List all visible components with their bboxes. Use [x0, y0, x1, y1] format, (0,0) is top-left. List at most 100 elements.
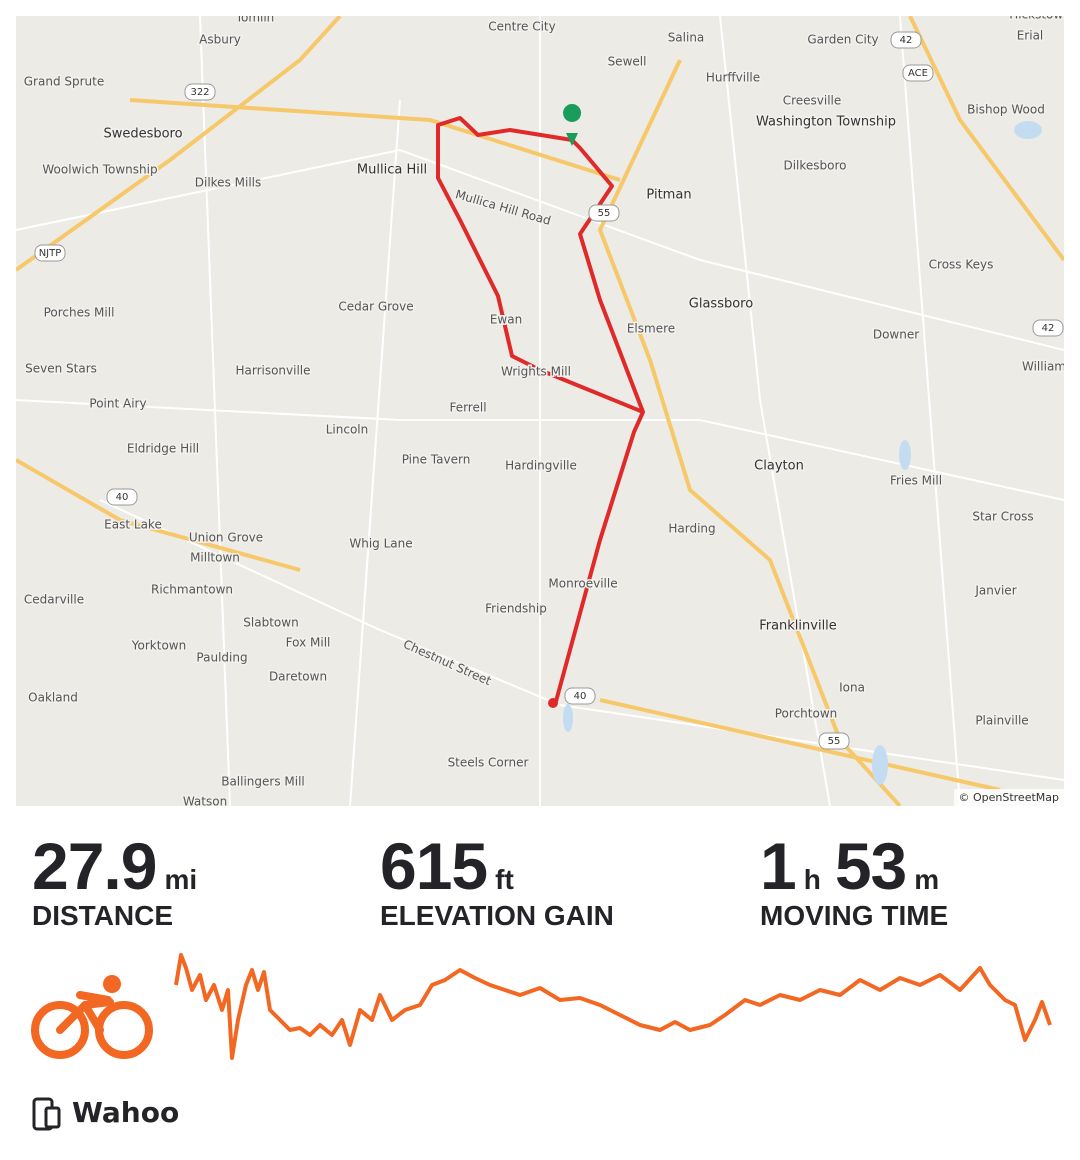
shield-bg	[34, 244, 66, 262]
map-label: Pitman	[646, 188, 691, 203]
map-label: Ferrell	[449, 401, 486, 415]
map-label: Sewell	[608, 55, 647, 69]
stat-elevation: 615 ft ELEVATION GAIN	[380, 828, 614, 932]
shield-label: 55	[598, 208, 611, 219]
map-label: Dilkes Mills	[195, 176, 262, 190]
map-label: Franklinville	[759, 619, 837, 634]
road-shield: 40	[564, 687, 596, 705]
map-label: Ewan	[490, 313, 522, 327]
map-label: Plainville	[975, 714, 1028, 728]
map-label: Monroeville	[548, 577, 617, 591]
shield-bg	[588, 204, 620, 222]
map-label: Porchtown	[775, 707, 838, 721]
map-label: Seven Stars	[25, 362, 97, 376]
map-label: Janvier	[974, 584, 1016, 598]
map-label: Cedarville	[24, 593, 84, 607]
road-shield: 55	[818, 732, 850, 750]
stat-value: 615	[380, 829, 488, 903]
map-label: Washington Township	[756, 115, 896, 130]
map-label: Friendship	[485, 602, 547, 616]
map-label: Ballingers Mill	[221, 775, 305, 789]
map-label: Porches Mill	[44, 306, 115, 320]
stat-distance: 27.9 mi DISTANCE	[32, 828, 211, 932]
map-label: Mullica Hill	[357, 163, 427, 178]
map-label: Asbury	[199, 33, 241, 47]
map-label: Iona	[839, 681, 865, 695]
shield-label: 322	[190, 87, 209, 98]
start-marker	[563, 104, 582, 146]
ride-icon	[31, 975, 153, 1059]
map-label: Clayton	[754, 459, 804, 474]
shield-label: ACE	[908, 68, 928, 79]
shield-bg	[818, 732, 850, 750]
roads	[16, 16, 1064, 806]
road-shield: 40	[106, 488, 138, 506]
map-label: Elsmere	[627, 322, 675, 336]
shield-label: NJTP	[39, 248, 62, 259]
shield-label: 42	[1042, 323, 1055, 334]
map-label: Hardingville	[505, 459, 577, 473]
map-label: Watson	[183, 795, 227, 809]
map-label: Glassboro	[689, 297, 753, 312]
map-label: Richmantown	[151, 583, 233, 597]
map-label: Salina	[668, 31, 705, 45]
shield-bg	[184, 83, 216, 101]
shield-bg	[106, 488, 138, 506]
map-label: Woolwich Township	[42, 163, 157, 177]
road-shield: NJTP	[34, 244, 66, 262]
road-shield: 42	[890, 31, 922, 49]
map-label: Cedar Grove	[338, 300, 413, 314]
map-label: Pine Tavern	[402, 453, 471, 467]
map-label: Union Grove	[189, 531, 263, 545]
stat-value: 1	[760, 829, 797, 903]
shield-label: 42	[900, 35, 913, 46]
map-label: Fries Mill	[890, 474, 942, 488]
map-label: Fox Mill	[286, 636, 331, 650]
map-label: Hurffville	[706, 71, 760, 85]
road-shield: 55	[588, 204, 620, 222]
attribution: © OpenStreetMap	[958, 791, 1059, 804]
device-name: Wahoo	[72, 1096, 179, 1129]
shield-bg	[902, 64, 934, 82]
shield-bg	[890, 31, 922, 49]
map-label: Harrisonville	[235, 364, 310, 378]
map-label: Hickstown	[1009, 8, 1071, 22]
map-label: William	[1022, 360, 1066, 374]
stat-moving-time: 1 h 53 m MOVING TIME	[760, 828, 953, 932]
stat-label: DISTANCE	[32, 900, 174, 931]
map-label: Cross Keys	[929, 258, 994, 272]
map-label: Creesville	[783, 94, 842, 108]
map-label: Wrights Mill	[501, 365, 571, 379]
shield-label: 55	[828, 736, 841, 747]
map-label: Grand Sprute	[24, 75, 104, 89]
map-label: Oakland	[28, 691, 78, 705]
map-label: Bishop Wood	[967, 103, 1045, 117]
attribution-bg	[954, 789, 1064, 806]
map-label: Yorktown	[131, 639, 186, 653]
map-label: Daretown	[269, 670, 327, 684]
map-label: Lincoln	[326, 423, 369, 437]
stat-unit: h	[803, 864, 821, 895]
map-label: Star Cross	[972, 510, 1033, 524]
road-shield: 42	[1032, 319, 1064, 337]
map-label: Slabtown	[243, 616, 298, 630]
map-label: Swedesboro	[103, 127, 182, 142]
stat-unit: ft	[495, 864, 514, 895]
elevation-profile	[174, 953, 1052, 1060]
stat-label: MOVING TIME	[760, 900, 949, 931]
shield-bg	[564, 687, 596, 705]
stat-unit: mi	[164, 864, 198, 895]
map-label: Milltown	[190, 551, 240, 565]
map-label: Point Airy	[89, 397, 146, 411]
shield-label: 40	[574, 691, 587, 702]
map-label: Downer	[873, 328, 919, 342]
map-label: Whig Lane	[349, 537, 412, 551]
water	[563, 121, 1042, 785]
end-marker	[548, 698, 558, 708]
map-label: Paulding	[196, 651, 247, 665]
map-label: Dilkesboro	[783, 159, 846, 173]
stat-value: 27.9	[32, 829, 157, 903]
road-shield: ACE	[902, 64, 934, 82]
